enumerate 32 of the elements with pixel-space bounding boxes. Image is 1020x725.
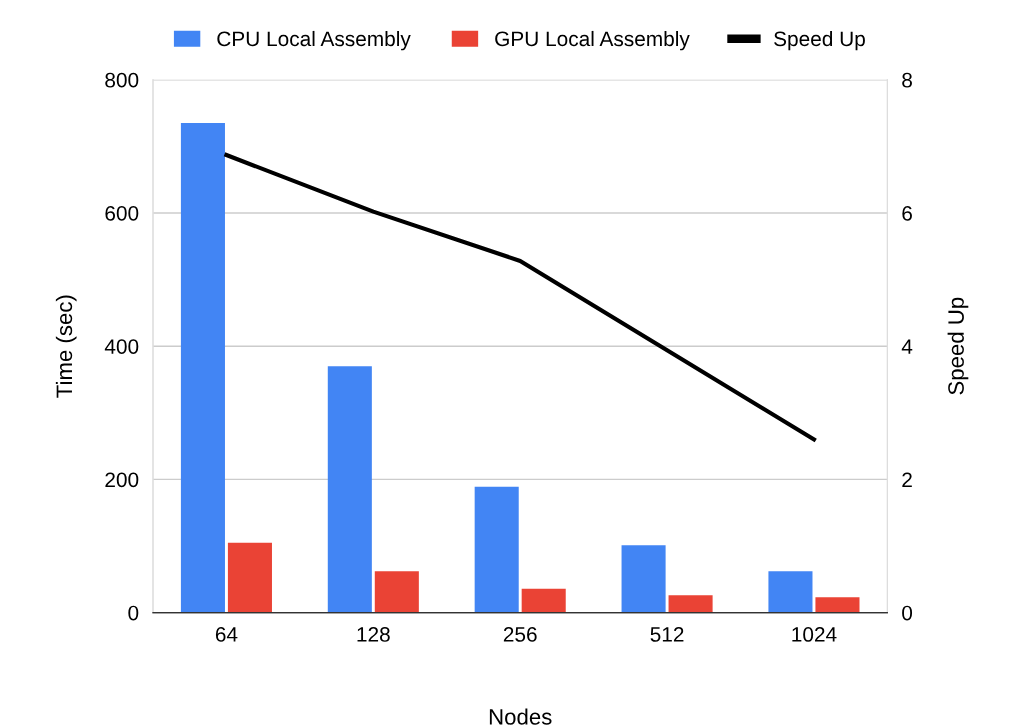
bar	[668, 595, 713, 613]
x-tick-label: 128	[357, 627, 390, 642]
y2-tick-label: 4	[901, 339, 913, 354]
bar	[521, 588, 566, 613]
y2-axis-title: Speed Up	[947, 297, 969, 395]
x-tick-label: 512	[650, 627, 684, 642]
x-axis-title: Nodes	[489, 708, 552, 725]
y-tick-label: 600	[105, 205, 139, 221]
y2-tick-label: 8	[902, 72, 912, 88]
legend-label: Speed Up	[774, 30, 865, 51]
x-tick-label: 64	[215, 627, 238, 642]
y-tick-label: 400	[104, 339, 139, 354]
bar	[621, 545, 666, 613]
y-tick-label: 800	[105, 72, 139, 88]
bar	[227, 542, 272, 613]
y-tick-label: 0	[128, 605, 139, 621]
x-tick-label: 256	[503, 627, 537, 642]
bar	[327, 366, 372, 613]
bar	[474, 486, 519, 613]
bar	[374, 571, 419, 613]
bar	[768, 571, 813, 613]
y-axis-title: Time (sec)	[55, 295, 77, 398]
bar	[180, 123, 225, 613]
y-tick-label: 200	[105, 472, 139, 488]
legend-label: CPU Local Assembly	[217, 30, 411, 51]
y2-tick-label: 2	[902, 472, 912, 487]
x-tick-label: 1024	[792, 627, 837, 642]
y2-tick-label: 0	[902, 605, 913, 621]
bar	[815, 597, 860, 613]
legend-label: GPU Local Assembly	[495, 30, 690, 51]
line-series	[224, 152, 817, 442]
y2-tick-label: 6	[902, 205, 912, 221]
